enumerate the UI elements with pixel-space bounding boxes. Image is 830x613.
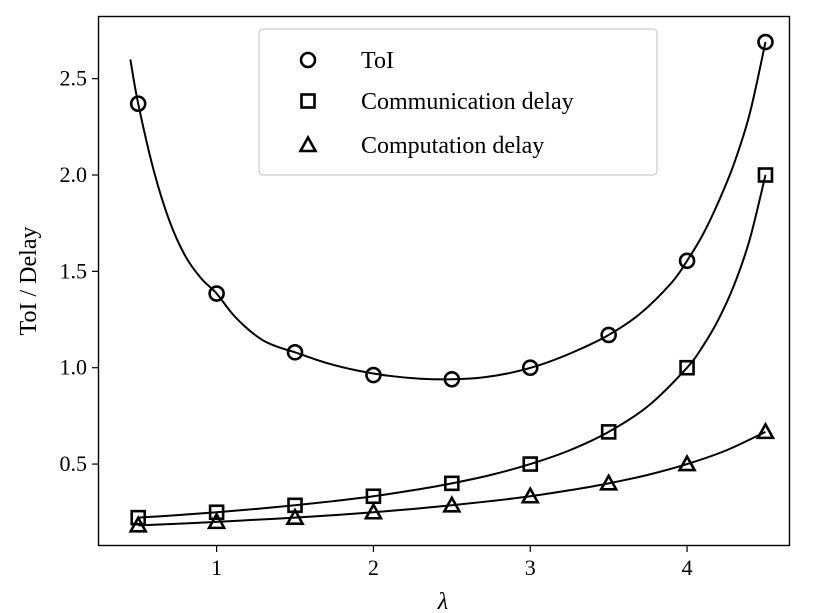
toi-point	[521, 359, 539, 377]
y-tick-label: 2.5	[60, 66, 88, 91]
legend-box	[258, 28, 658, 176]
plot-frame	[97, 15, 791, 547]
computation-delay-point	[755, 421, 776, 440]
ticks-layer: 1 2 3 4 0.5 1.0 1.5 2.0 2.5	[60, 66, 693, 580]
communication-delay-curve	[138, 174, 767, 519]
legend-marker-communication-delay	[300, 93, 316, 109]
legend: ToI Communication delay Computation delay	[258, 28, 658, 176]
curves-layer	[129, 41, 767, 527]
y-tick-label: 2.0	[60, 162, 88, 187]
x-axis-title: λ	[437, 589, 448, 613]
computation-delay-point	[206, 511, 227, 530]
y-tick-label: 1.5	[60, 258, 88, 283]
y-tick-label: 1.0	[60, 355, 88, 380]
communication-delay-point	[522, 456, 539, 472]
computation-delay-curve	[138, 430, 766, 527]
communication-delay-point	[679, 359, 695, 376]
markers-layer	[128, 33, 776, 533]
toi-point	[365, 366, 382, 384]
y-tick-label: 0.5	[60, 451, 88, 476]
toi-point	[443, 370, 461, 388]
communication-delay-point	[130, 509, 147, 526]
communication-delay-point	[208, 504, 225, 521]
toi-point	[678, 252, 696, 270]
computation-delay-point	[520, 486, 540, 504]
toi-point	[600, 326, 617, 344]
computation-delay-point	[363, 502, 384, 520]
computation-delay-point	[442, 495, 462, 513]
computation-delay-point	[128, 515, 148, 533]
x-tick-label: 3	[525, 555, 536, 580]
communication-delay-point	[444, 475, 460, 492]
toi-point	[286, 343, 304, 361]
y-axis-title: ToI / Delay	[16, 227, 42, 336]
legend-label-toi: ToI	[361, 48, 394, 74]
legend-marker-computation-delay	[298, 134, 318, 153]
communication-delay-point	[757, 167, 774, 183]
legend-items: ToI Communication delay Computation delay	[298, 48, 574, 159]
toi-point	[757, 33, 774, 51]
toi-point	[208, 285, 225, 302]
computation-delay-point	[285, 507, 305, 525]
x-tick-label: 4	[682, 555, 693, 580]
legend-marker-toi	[299, 51, 317, 69]
communication-delay-point	[600, 424, 617, 440]
x-tick-label: 2	[368, 555, 379, 580]
legend-label-computation-delay: Computation delay	[361, 133, 544, 159]
legend-label-communication-delay: Communication delay	[361, 89, 574, 115]
toi-curve	[129, 41, 767, 381]
x-tick-label: 1	[211, 555, 222, 580]
computation-delay-point	[598, 473, 619, 491]
computation-delay-point	[677, 453, 697, 472]
toi-point	[129, 95, 147, 113]
